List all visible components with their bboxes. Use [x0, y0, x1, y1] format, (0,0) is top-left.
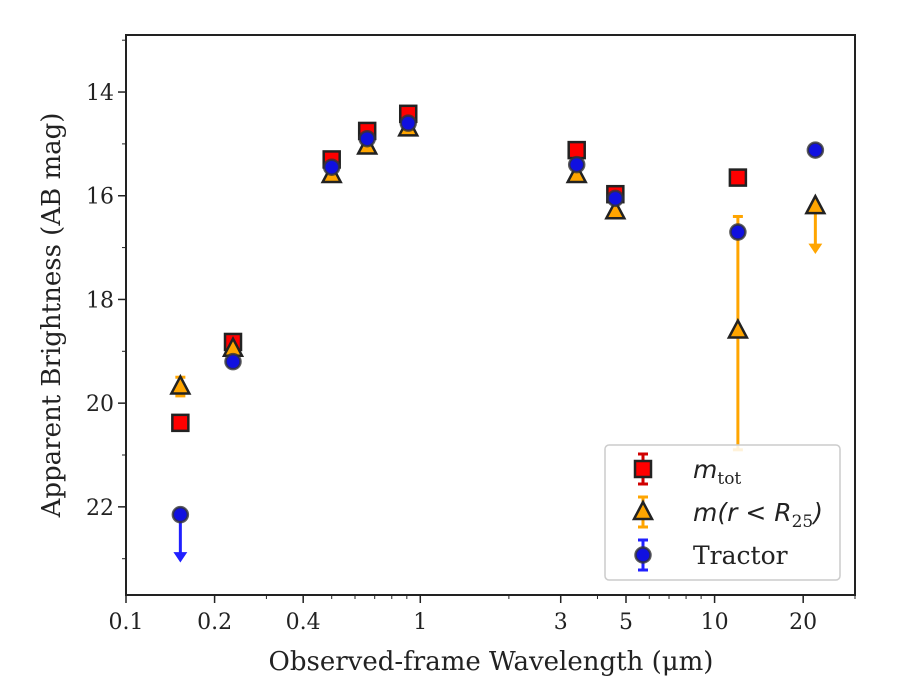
x-tick-label: 0.4: [286, 610, 321, 635]
data-point-triangle: [726, 317, 749, 339]
data-point-square: [171, 413, 190, 433]
data-point-square: [567, 140, 586, 160]
y-tick-label: 14: [86, 81, 114, 106]
upper-limit-arrowhead: [173, 552, 188, 563]
data-point-circle: [606, 189, 625, 208]
y-tick-label: 16: [86, 185, 114, 210]
legend-label: mtot: [693, 455, 741, 489]
y-axis-label: Apparent Brightness (AB mag): [37, 113, 67, 519]
data-point-circle: [399, 114, 417, 132]
legend-label: m(r < R25): [693, 498, 823, 532]
data-point-circle: [171, 505, 190, 524]
x-tick-label: 10: [701, 610, 729, 635]
y-tick-label: 22: [86, 496, 114, 521]
data-point-triangle: [565, 162, 588, 184]
data-point-circle: [729, 223, 747, 241]
x-tick-label: 5: [619, 610, 633, 635]
data-point-square: [728, 168, 748, 187]
x-tick-label: 0.1: [109, 610, 144, 635]
x-tick-label: 20: [789, 610, 817, 635]
data-point-circle: [806, 141, 825, 159]
x-tick-label: 3: [554, 610, 568, 635]
legend-marker-circle: [634, 546, 652, 564]
axes-frame: [125, 34, 856, 596]
y-tick-label: 20: [86, 392, 114, 417]
axes: 14 16 18 20 22 0.1 0.2 0.4 1 3 5 10 20: [86, 34, 856, 635]
data-point-circle: [224, 352, 242, 371]
legend-marker-triangle: [631, 499, 655, 521]
x-axis-label: Observed-frame Wavelength (μm): [269, 647, 714, 677]
data-point-triangle: [804, 193, 827, 215]
x-tick-label: 0.2: [197, 610, 232, 635]
upper-limit-arrowhead: [808, 243, 823, 255]
legend-label: Tractor: [693, 541, 788, 570]
legend-marker-square: [633, 459, 653, 479]
y-tick-label: 18: [86, 288, 114, 313]
legend-box: [604, 444, 841, 581]
data-point-triangle: [604, 198, 627, 220]
plot-area: [169, 104, 827, 563]
legend: mtot m(r < R25) Tractor: [604, 444, 841, 581]
data-point-circle: [358, 129, 376, 148]
x-tick-label: 1: [413, 610, 427, 635]
data-point-circle: [322, 158, 341, 176]
data-point-triangle: [169, 373, 192, 395]
data-point-circle: [567, 155, 586, 174]
